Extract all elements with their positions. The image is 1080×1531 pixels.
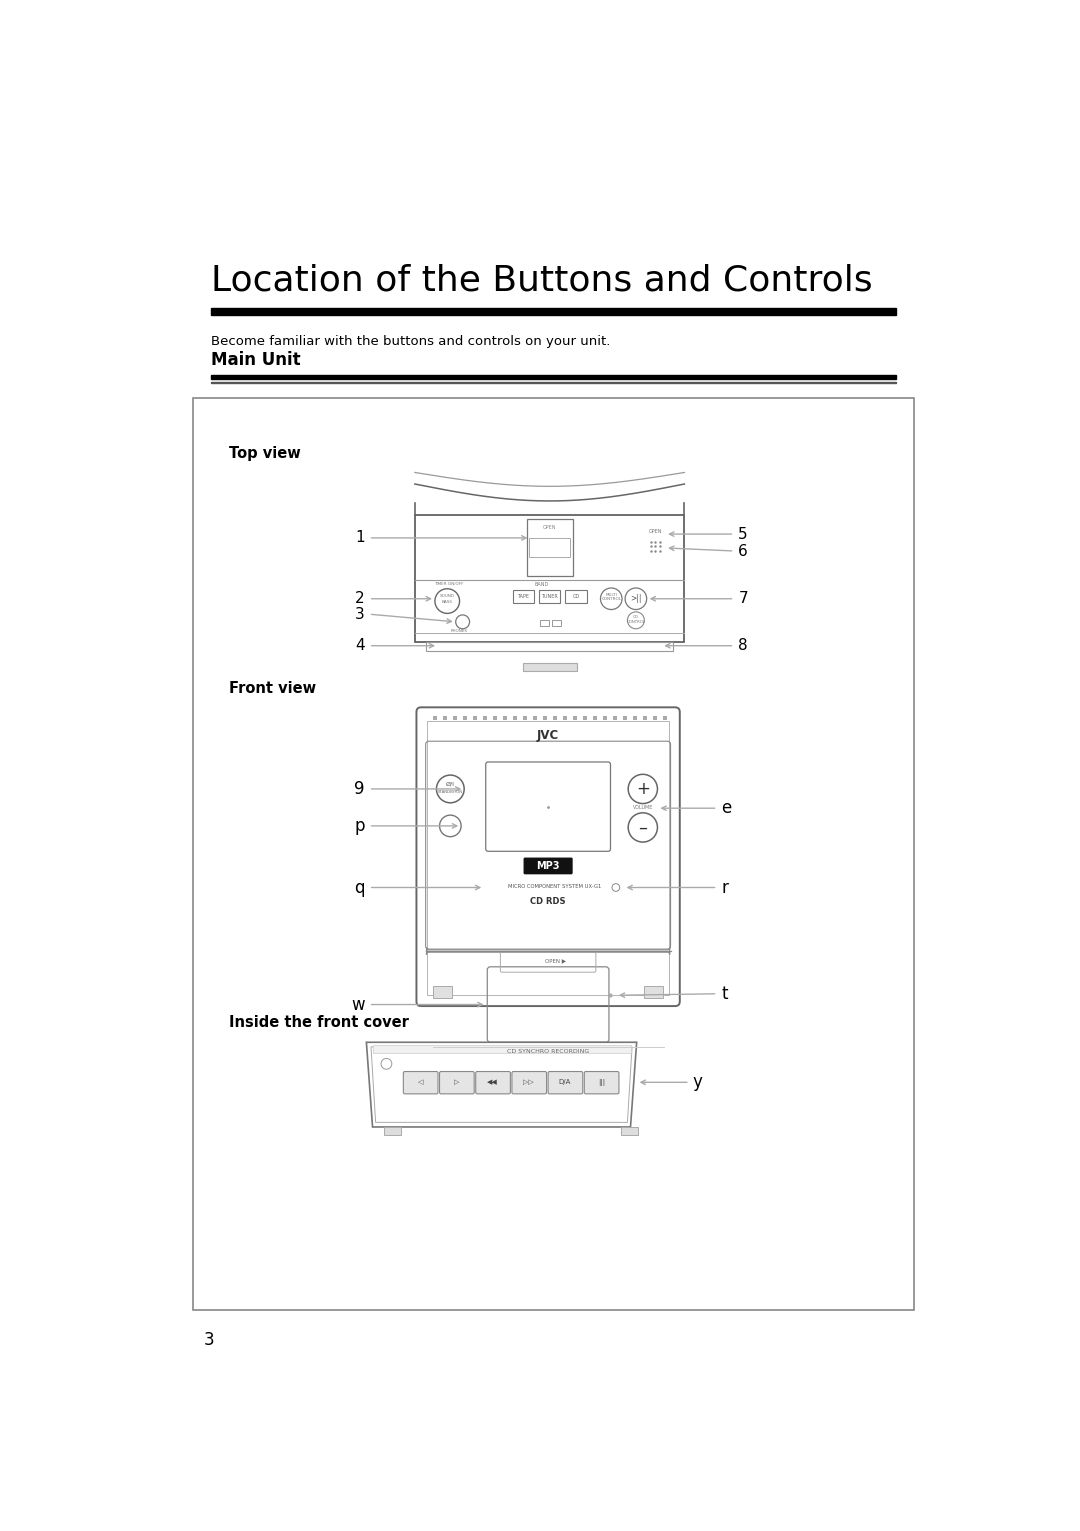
Bar: [415, 514, 685, 641]
Text: Front view: Front view: [229, 681, 315, 697]
Text: 3: 3: [204, 1332, 215, 1349]
Text: q: q: [354, 879, 365, 897]
FancyBboxPatch shape: [475, 1072, 511, 1093]
Text: OPEN ▶: OPEN ▶: [545, 958, 566, 963]
Text: 4: 4: [355, 638, 365, 654]
Bar: [540, 620, 549, 626]
Text: PHONES: PHONES: [451, 629, 468, 632]
Text: p: p: [354, 818, 365, 834]
FancyBboxPatch shape: [403, 1072, 438, 1093]
Text: JVC: JVC: [537, 729, 559, 741]
Text: VOLUME: VOLUME: [633, 805, 653, 810]
Bar: [529, 537, 570, 557]
Text: CD RDS: CD RDS: [530, 897, 566, 906]
Text: TIMER ON/OFF: TIMER ON/OFF: [434, 582, 463, 586]
Text: 3: 3: [355, 606, 365, 622]
Bar: [645, 986, 663, 998]
Text: ◁: ◁: [418, 1079, 423, 1085]
FancyBboxPatch shape: [584, 1072, 619, 1093]
Text: –: –: [638, 819, 647, 836]
Text: e: e: [721, 799, 731, 818]
Bar: [433, 986, 451, 998]
Bar: [428, 721, 669, 995]
Text: CONTROL: CONTROL: [626, 620, 646, 623]
Text: SOUND: SOUND: [440, 594, 455, 599]
Text: D/A: D/A: [558, 1079, 571, 1085]
Bar: [211, 375, 896, 380]
Text: BAND: BAND: [535, 582, 549, 586]
FancyBboxPatch shape: [524, 859, 572, 874]
Bar: [621, 1127, 638, 1134]
Text: ▷: ▷: [454, 1079, 459, 1085]
Bar: [384, 1127, 401, 1134]
Text: ◀◀: ◀◀: [487, 1079, 498, 1085]
Text: +: +: [636, 779, 650, 798]
Text: t: t: [721, 984, 728, 1003]
Text: Main Unit: Main Unit: [211, 351, 300, 369]
FancyBboxPatch shape: [549, 1072, 583, 1093]
Text: BASS: BASS: [442, 600, 453, 603]
Bar: [565, 589, 586, 603]
Text: CD: CD: [572, 594, 579, 599]
Text: MULTI: MULTI: [606, 592, 617, 597]
Text: Become familiar with the buttons and controls on your unit.: Become familiar with the buttons and con…: [211, 335, 610, 348]
Bar: [552, 620, 562, 626]
Bar: [539, 589, 561, 603]
Bar: [427, 641, 673, 651]
Bar: [211, 308, 896, 314]
Bar: [193, 398, 914, 1311]
Text: MICRO COMPONENT SYSTEM UX-G1: MICRO COMPONENT SYSTEM UX-G1: [508, 883, 600, 888]
Text: CD: CD: [633, 615, 639, 619]
Text: TAPE: TAPE: [517, 594, 529, 599]
Text: OPEN: OPEN: [543, 525, 556, 530]
Text: Inside the front cover: Inside the front cover: [229, 1015, 408, 1030]
Text: r: r: [721, 879, 728, 897]
Text: 6: 6: [739, 544, 748, 559]
Text: Ø/I: Ø/I: [446, 782, 455, 787]
Text: ▷▷: ▷▷: [524, 1079, 535, 1085]
Text: w: w: [351, 995, 365, 1014]
Text: 7: 7: [739, 591, 748, 606]
Text: MP3: MP3: [537, 860, 559, 871]
Bar: [523, 663, 577, 671]
Text: Top view: Top view: [229, 446, 300, 461]
Text: |||: |||: [597, 1079, 605, 1085]
Bar: [373, 1046, 632, 1053]
Text: CD SYNCHRO RECORDING: CD SYNCHRO RECORDING: [507, 1049, 590, 1053]
Text: OPEN: OPEN: [648, 528, 662, 533]
Text: 8: 8: [739, 638, 748, 654]
Text: STANDBY/ON: STANDBY/ON: [437, 790, 463, 793]
Bar: [513, 589, 535, 603]
Text: >||: >||: [630, 594, 642, 603]
Bar: [527, 519, 572, 576]
FancyBboxPatch shape: [440, 1072, 474, 1093]
Text: 2: 2: [355, 591, 365, 606]
Text: Location of the Buttons and Controls: Location of the Buttons and Controls: [211, 263, 873, 297]
Text: y: y: [692, 1073, 702, 1092]
Text: 1: 1: [355, 530, 365, 545]
FancyBboxPatch shape: [512, 1072, 546, 1093]
Text: 9: 9: [354, 779, 365, 798]
Text: TUNER: TUNER: [541, 594, 558, 599]
Text: 5: 5: [739, 527, 748, 542]
Text: CONTROL: CONTROL: [602, 597, 621, 602]
